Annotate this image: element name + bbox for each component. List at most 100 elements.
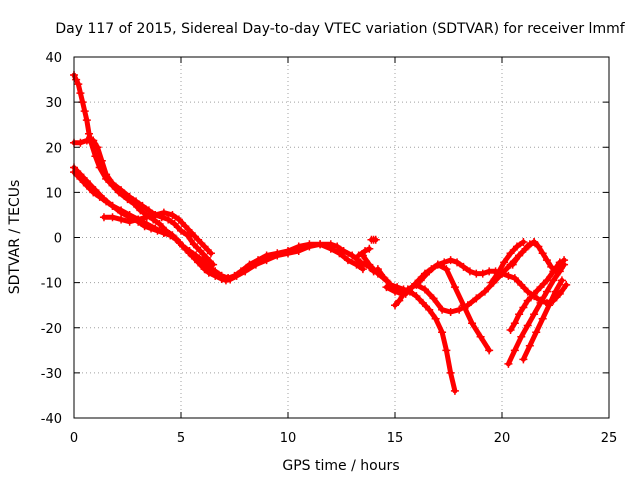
data-point <box>380 274 389 283</box>
data-point <box>361 247 370 256</box>
data-point <box>183 231 192 240</box>
data-point <box>174 215 183 224</box>
data-point <box>99 213 108 222</box>
data-point <box>382 283 391 292</box>
data-point <box>211 267 220 276</box>
data-point <box>305 240 314 249</box>
data-point <box>478 269 487 278</box>
data-point <box>493 269 502 278</box>
data-point <box>446 307 455 316</box>
data-point <box>159 208 168 217</box>
data-point <box>506 326 515 335</box>
data-point <box>532 328 541 337</box>
data-point <box>425 267 434 276</box>
data-point <box>446 256 455 265</box>
data-point <box>560 256 569 265</box>
data-point <box>82 177 91 186</box>
data-point <box>166 231 175 240</box>
y-tick-label: 40 <box>45 51 62 66</box>
data-point <box>523 287 532 296</box>
data-point <box>425 305 434 314</box>
y-tick-label: -10 <box>41 277 62 292</box>
data-point <box>557 276 566 285</box>
data-point <box>254 256 263 265</box>
x-tick-label: 25 <box>601 431 618 446</box>
y-axis-label: SDTVAR / TECUs <box>7 180 23 295</box>
data-point <box>412 292 421 301</box>
data-point <box>89 136 98 145</box>
data-point <box>442 265 451 274</box>
data-point <box>224 274 233 283</box>
data-point <box>191 253 200 262</box>
series-track-p <box>367 235 380 244</box>
data-point <box>91 186 100 195</box>
data-point <box>442 346 451 355</box>
data-point <box>468 319 477 328</box>
data-point <box>170 219 179 228</box>
x-tick-label: 0 <box>70 431 78 446</box>
data-point <box>159 228 168 237</box>
data-point <box>168 210 177 219</box>
data-point <box>117 215 126 224</box>
data-point <box>352 260 361 269</box>
data-point <box>117 186 126 195</box>
data-point <box>412 280 421 289</box>
data-point <box>391 301 399 310</box>
data-point <box>179 242 188 251</box>
data-point <box>530 289 539 298</box>
data-point <box>164 215 173 224</box>
data-point <box>438 328 447 337</box>
data-point <box>512 242 521 251</box>
y-tick-label: -20 <box>41 322 62 337</box>
data-point <box>335 249 344 258</box>
data-point <box>230 271 239 280</box>
data-point <box>371 235 380 244</box>
data-point <box>545 301 554 310</box>
data-point <box>562 280 571 289</box>
data-point <box>534 242 543 251</box>
data-point <box>326 244 335 253</box>
data-point <box>365 244 374 253</box>
series-track-m <box>508 238 569 276</box>
data-point <box>431 314 440 323</box>
data-point <box>82 116 91 125</box>
data-point <box>538 249 547 258</box>
data-point <box>517 280 526 289</box>
data-point <box>455 305 464 314</box>
data-point <box>536 283 545 292</box>
data-point <box>523 321 532 330</box>
data-point <box>138 201 147 210</box>
data-point <box>125 192 134 201</box>
data-point <box>80 107 89 116</box>
data-point <box>97 156 106 165</box>
y-tick-label: 10 <box>45 186 62 201</box>
data-point <box>134 215 143 224</box>
x-tick-label: 10 <box>280 431 297 446</box>
data-point <box>273 249 282 258</box>
series-track-o <box>354 244 374 260</box>
data-point <box>547 262 556 271</box>
data-point <box>519 303 528 312</box>
y-tick-label: -40 <box>41 412 62 427</box>
series-track-c <box>70 163 233 283</box>
data-point <box>420 285 429 294</box>
data-point <box>284 247 292 256</box>
data-point <box>358 265 367 274</box>
data-point <box>453 258 462 267</box>
data-point <box>408 283 417 292</box>
data-point <box>93 143 102 152</box>
data-point <box>333 242 342 251</box>
data-point <box>132 197 141 206</box>
data-point <box>245 260 254 269</box>
data-point <box>354 251 363 260</box>
data-point <box>515 310 524 319</box>
data-point <box>542 256 551 265</box>
data-point <box>125 217 134 226</box>
data-point <box>399 289 408 298</box>
data-point <box>500 258 509 267</box>
data-point <box>555 260 564 269</box>
x-axis-label: GPS time / hours <box>282 458 399 474</box>
data-point <box>187 228 196 237</box>
data-point <box>395 296 404 305</box>
